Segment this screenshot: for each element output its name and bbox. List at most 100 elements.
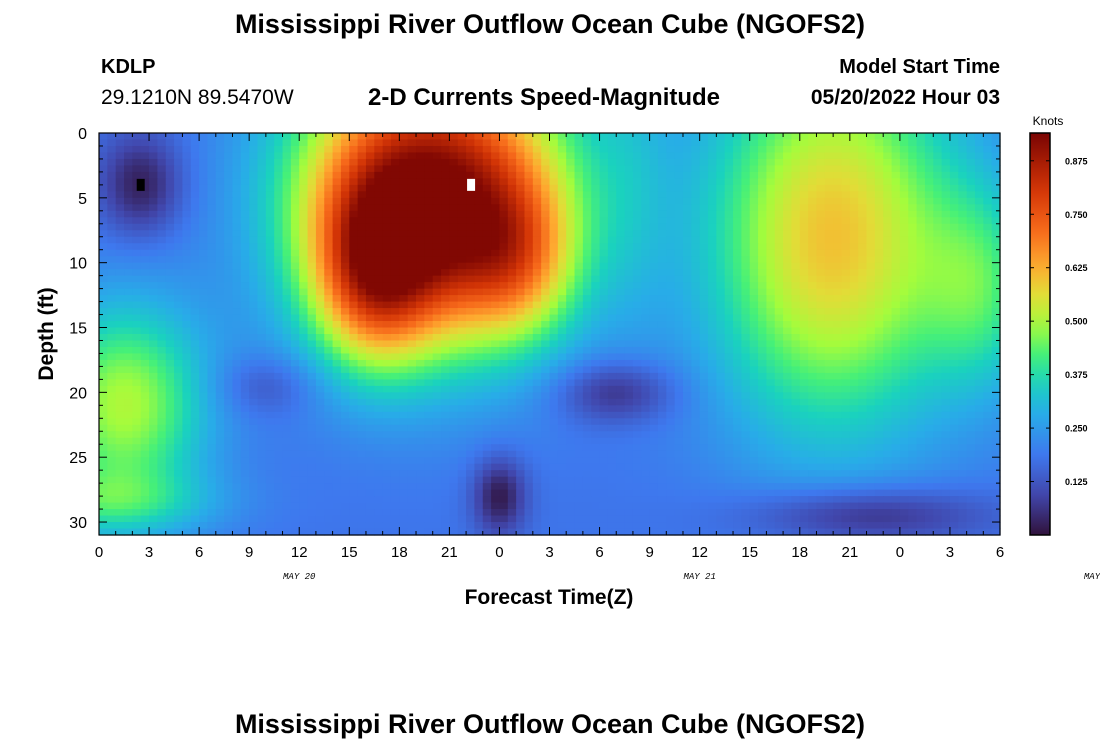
heatmap-cell [365,346,375,355]
heatmap-cell [541,398,551,406]
heatmap-cell [624,411,634,419]
heatmap-cell [607,210,617,218]
heatmap-cell [174,249,184,257]
heatmap-cell [749,178,759,186]
heatmap-cell [616,334,626,342]
heatmap-cell [549,295,559,303]
heatmap-cell [657,379,667,387]
heatmap-cell [566,334,576,342]
heatmap-cell [924,314,934,322]
heatmap-cell [908,385,918,393]
heatmap-cell [315,152,325,160]
heatmap-cell [816,353,826,361]
heatmap-cell [966,204,976,212]
heatmap-cell [290,204,300,212]
heatmap-cell [340,269,350,277]
heatmap-cell [165,191,175,199]
heatmap-cell [290,359,300,368]
heatmap-cell [432,152,442,160]
heatmap-cell [941,178,951,186]
heatmap-cell [724,424,734,432]
heatmap-cell [207,223,217,231]
heatmap-cell [958,392,968,400]
heatmap-cell [232,379,242,387]
heatmap-cell [616,340,626,348]
heatmap-cell [582,418,592,426]
heatmap-cell [466,346,476,355]
heatmap-cell [841,359,851,368]
heatmap-cell [232,398,242,406]
heatmap-cell [474,152,484,160]
heatmap-cell [257,275,267,283]
heatmap-cell [466,334,476,342]
heatmap-cell [516,184,526,192]
heatmap-cell [482,405,492,413]
heatmap-cell [991,385,1001,393]
heatmap-cell [607,275,617,283]
heatmap-cell [124,366,133,374]
heatmap-cell [808,411,818,419]
heatmap-cell [432,165,442,173]
heatmap-cell [232,256,242,264]
heatmap-cell [816,398,826,406]
heatmap-cell [758,379,767,387]
heatmap-cell [99,411,108,419]
heatmap-cell [883,230,893,238]
heatmap-cell [424,145,434,154]
heatmap-cell [883,217,893,225]
heatmap-cell [424,171,434,179]
heatmap-cell [265,184,275,192]
heatmap-cell [933,204,943,212]
heatmap-cell [107,158,117,167]
heatmap-cell [983,340,993,348]
heatmap-cell [324,353,334,361]
heatmap-cell [491,230,501,238]
heatmap-cell [924,353,934,361]
heatmap-cell [866,171,876,179]
heatmap-cell [115,236,125,244]
heatmap-cell [924,197,934,205]
heatmap-cell [791,178,801,186]
heatmap-cell [549,366,559,374]
heatmap-cell [207,236,217,244]
heatmap-cell [290,210,300,218]
heatmap-cell [441,353,450,361]
heatmap-cell [933,249,943,257]
heatmap-cell [140,301,150,309]
heatmap-cell [274,184,284,192]
heatmap-cell [691,405,701,413]
heatmap-cell [299,327,309,335]
heatmap-cell [666,158,676,167]
heatmap-cell [382,418,392,426]
heatmap-cell [974,223,984,231]
heatmap-cell [883,262,893,270]
heatmap-cell [791,398,801,406]
heatmap-cell [491,346,501,355]
heatmap-cell [249,191,259,199]
heatmap-cell [115,372,125,380]
heatmap-cell [908,295,918,303]
heatmap-cell [432,269,442,277]
heatmap-cell [357,334,367,342]
heatmap-cell [949,171,959,179]
heatmap-cell [774,230,784,238]
heatmap-cell [274,145,284,154]
heatmap-cell [891,249,901,257]
heatmap-cell [724,178,734,186]
heatmap-cell [666,269,676,277]
heatmap-cell [240,165,250,173]
heatmap-cell [541,178,551,186]
heatmap-cell [140,385,150,393]
heatmap-cell [833,133,843,141]
heatmap-cell [265,295,275,303]
heatmap-cell [157,236,167,244]
heatmap-cell [132,340,142,348]
heatmap-cell [824,230,834,238]
heatmap-cell [649,178,659,186]
heatmap-cell [824,191,834,199]
heatmap-cell [949,398,959,406]
heatmap-cell [566,139,576,147]
heatmap-cell [124,411,133,419]
heatmap-cell [874,178,884,186]
heatmap-cell [516,327,526,335]
